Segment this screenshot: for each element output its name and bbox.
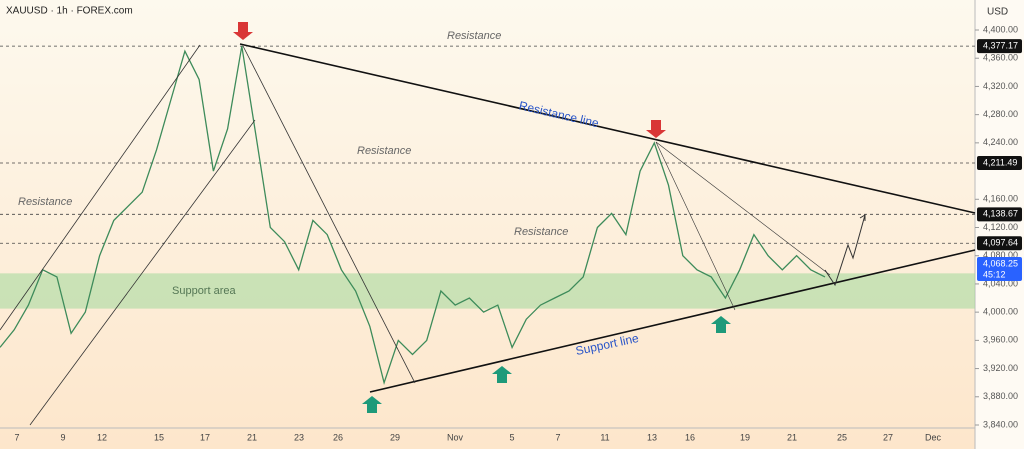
x-tick-label: 5 bbox=[509, 432, 514, 442]
level-box bbox=[977, 236, 1022, 251]
x-tick-label: 23 bbox=[294, 432, 304, 442]
buy-arrow bbox=[711, 316, 731, 333]
annotation: Resistance bbox=[18, 196, 72, 208]
y-tick-label: 4,360.00 bbox=[983, 53, 1018, 63]
x-tick-label: 29 bbox=[390, 432, 400, 442]
x-tick-label: Dec bbox=[925, 432, 942, 442]
annotation: Support area bbox=[172, 285, 236, 297]
y-tick-label: 4,280.00 bbox=[983, 109, 1018, 119]
resistance-line bbox=[239, 43, 976, 214]
x-tick-label: 15 bbox=[154, 432, 164, 442]
x-tick-label: 7 bbox=[14, 432, 19, 442]
level-label: 4,138.67 bbox=[983, 209, 1018, 219]
axis-background bbox=[975, 0, 1024, 449]
channel-line bbox=[29, 119, 256, 426]
y-tick-label: 3,880.00 bbox=[983, 391, 1018, 401]
x-tick-label: 13 bbox=[647, 432, 657, 442]
trend-line bbox=[655, 141, 736, 311]
y-tick-label: 4,320.00 bbox=[983, 81, 1018, 91]
y-tick-label: 4,120.00 bbox=[983, 222, 1018, 232]
x-tick-label: 16 bbox=[685, 432, 695, 442]
axis-unit: USD bbox=[987, 7, 1008, 18]
x-tick-label: 26 bbox=[333, 432, 343, 442]
price-label: 4,068.25 bbox=[983, 258, 1018, 268]
x-tick-label: 21 bbox=[787, 432, 797, 442]
x-tick-label: 21 bbox=[247, 432, 257, 442]
x-tick-label: 17 bbox=[200, 432, 210, 442]
chart-title: XAUUSD · 1h · FOREX.com bbox=[6, 6, 133, 17]
y-tick-label: 4,240.00 bbox=[983, 137, 1018, 147]
level-box bbox=[977, 207, 1022, 222]
trend-line bbox=[242, 45, 416, 384]
x-tick-label: 12 bbox=[97, 432, 107, 442]
x-tick-label: 27 bbox=[883, 432, 893, 442]
y-tick-label: 3,840.00 bbox=[983, 419, 1018, 429]
forecast-path bbox=[824, 214, 866, 287]
support-area bbox=[0, 273, 975, 309]
y-tick-label: 4,000.00 bbox=[983, 307, 1018, 317]
trend-line bbox=[655, 141, 831, 276]
annotation: Resistance bbox=[357, 145, 411, 157]
countdown: 45:12 bbox=[983, 269, 1006, 279]
forecast-arrowhead bbox=[859, 214, 866, 221]
level-label: 4,097.64 bbox=[983, 238, 1018, 248]
x-tick-label: 7 bbox=[555, 432, 560, 442]
support-line bbox=[369, 249, 976, 393]
y-tick-label: 4,160.00 bbox=[983, 194, 1018, 204]
level-box bbox=[977, 155, 1022, 170]
y-tick-label: 3,960.00 bbox=[983, 335, 1018, 345]
x-tick-label: Nov bbox=[447, 432, 464, 442]
level-label: 4,377.17 bbox=[983, 40, 1018, 50]
price-box bbox=[977, 257, 1022, 282]
x-tick-label: 11 bbox=[600, 432, 609, 442]
buy-arrow bbox=[362, 396, 382, 413]
x-tick-label: 9 bbox=[60, 432, 65, 442]
channel-line bbox=[0, 44, 201, 331]
sell-arrow bbox=[233, 22, 253, 40]
y-tick-label: 4,400.00 bbox=[983, 24, 1018, 34]
buy-arrow bbox=[492, 366, 512, 383]
y-tick-label: 3,920.00 bbox=[983, 363, 1018, 373]
y-tick-label: 4,040.00 bbox=[983, 278, 1018, 288]
annotation: Resistance bbox=[447, 30, 501, 42]
x-tick-label: 19 bbox=[740, 432, 750, 442]
price-line bbox=[0, 46, 826, 386]
plot-background bbox=[0, 0, 975, 449]
annotation: Resistance bbox=[514, 226, 568, 238]
sell-arrow bbox=[646, 120, 666, 138]
x-tick-label: 25 bbox=[837, 432, 847, 442]
level-label: 4,211.49 bbox=[983, 157, 1017, 167]
y-tick-label: 4,080.00 bbox=[983, 250, 1018, 260]
level-box bbox=[977, 39, 1022, 54]
